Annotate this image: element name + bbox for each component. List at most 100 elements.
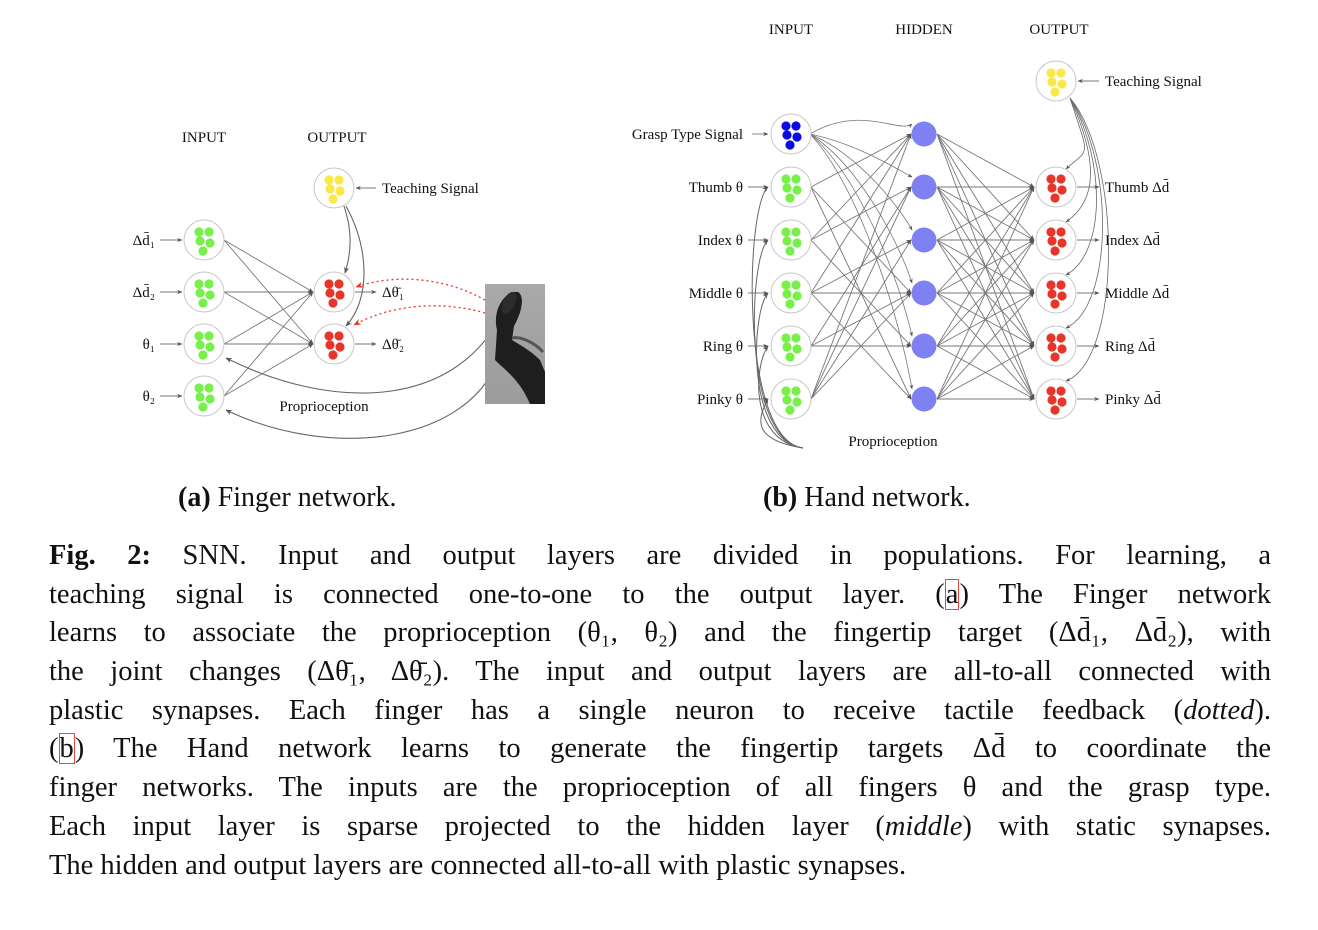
neuron-dot [782,342,792,352]
neuron-dot [204,227,214,237]
finger-proprioception-label: Proprioception [279,399,369,415]
neuron-dot [334,279,344,289]
neuron-dot [1050,405,1060,415]
figure-caption: Fig. 2: SNN. Input and output layers are… [49,537,1271,885]
caption-text: Each input layer is sparse projected to … [49,810,885,842]
teaching-edge [343,205,351,274]
neuron-dot [328,298,338,308]
neuron-dot [198,402,208,412]
plastic-edge [936,186,1035,241]
neuron-dot [1046,227,1056,237]
finger-teaching-signal-label: Teaching Signal [382,181,479,197]
neuron-dot [328,350,338,360]
sparse-edge [810,133,912,400]
hand-input-label: Index θ [698,233,743,249]
neuron-dot [791,227,801,237]
hand-output-label: Ring Δd̄ [1105,339,1156,355]
caption-text: middle [884,810,963,842]
proprioception-edge [758,345,804,449]
caption-text: ) The Hand network learns to generate th… [74,733,1271,765]
subfigure-reference-link[interactable]: a [944,578,960,610]
neuron-dot [781,227,791,237]
subfigure-reference-link[interactable]: b [58,733,75,765]
teaching-edge [1065,97,1103,329]
neuron-dot [205,290,215,300]
neuron-dot [1056,227,1066,237]
neuron-dot [335,342,345,352]
plastic-edge [936,186,1035,400]
finger-input-label: θ₂ [143,389,155,405]
hand-hidden-header: HIDDEN [895,22,953,38]
neuron-dot [785,246,795,256]
hand-output-label: Pinky Δd̄ [1105,392,1161,408]
neuron-dot [204,383,214,393]
hand-teaching-population [1035,60,1077,102]
neuron-dot [204,279,214,289]
neuron-dot [782,183,792,193]
neuron-dot [1046,333,1056,343]
neuron-dot [785,193,795,203]
neuron-dot [781,386,791,396]
hand-output-population [1035,166,1077,208]
neuron-dot [792,132,802,142]
neuron-dot [1057,185,1067,195]
neuron-dot [325,184,335,194]
synapse-edge [223,291,314,345]
neuron-dot [325,288,335,298]
neuron-dot [324,175,334,185]
subcaption-a-text: Finger network. [217,482,397,513]
caption-line: The hidden and output layers are connect… [49,847,1271,886]
hidden-neuron [911,280,937,306]
sparse-edge [810,133,912,294]
neuron-dot [785,405,795,415]
neuron-dot [1047,395,1057,405]
caption-text: plastic synapses. Each finger has a sing… [49,694,1184,726]
sparse-edge [809,133,913,231]
proprioception-edge [753,239,804,449]
finger-output-label: Δθ̄₁ [382,285,404,301]
hand-input-label: Pinky θ [697,392,743,408]
neuron-dot [785,299,795,309]
neuron-dot [335,290,345,300]
subcaption-b-tag: (b) [763,482,798,513]
tactile-feedback-edge [355,278,486,301]
neuron-dot [1057,344,1067,354]
hidden-neuron [911,333,937,359]
subcaption-b: (b) Hand network. [763,482,971,514]
neuron-dot [1057,291,1067,301]
neuron-dot [1050,246,1060,256]
caption-text: finger networks. The inputs are the prop… [49,772,1271,804]
hand-output-label: Middle Δd̄ [1105,286,1170,302]
neuron-dot [325,340,335,350]
neuron-dot [198,350,208,360]
finger-input-label: Δd̄₂ [133,285,155,301]
caption-line: Fig. 2: SNN. Input and output layers are… [49,537,1271,576]
hand-input-label: Middle θ [689,286,743,302]
neuron-dot [198,246,208,256]
finger-input-population [183,375,225,417]
neuron-dot [792,185,802,195]
caption-line: (b) The Hand network learns to generate … [49,730,1271,769]
plastic-edge [936,292,1035,400]
neuron-dot [1046,68,1056,78]
hand-output-population [1035,378,1077,420]
neuron-dot [1050,193,1060,203]
grasp-type-population [770,113,812,155]
synapse-edge [223,343,314,397]
sparse-edge [809,133,913,178]
hand-output-label: Index Δd̄ [1105,233,1161,249]
hand-input-label: Thumb θ [689,180,743,196]
neuron-dot [195,340,205,350]
neuron-dot [1047,342,1057,352]
caption-text: ) with static synapses. [962,810,1271,842]
neuron-dot [1056,174,1066,184]
teaching-edge [1065,97,1109,382]
neuron-dot [781,333,791,343]
caption-text: Fig. 2: [49,540,151,571]
neuron-dot [194,331,204,341]
caption-text: SNN. Input and output layers are divided… [150,540,1271,571]
caption-line: Each input layer is sparse projected to … [49,808,1271,847]
neuron-dot [324,279,334,289]
neuron-dot [1057,238,1067,248]
neuron-dot [792,238,802,248]
